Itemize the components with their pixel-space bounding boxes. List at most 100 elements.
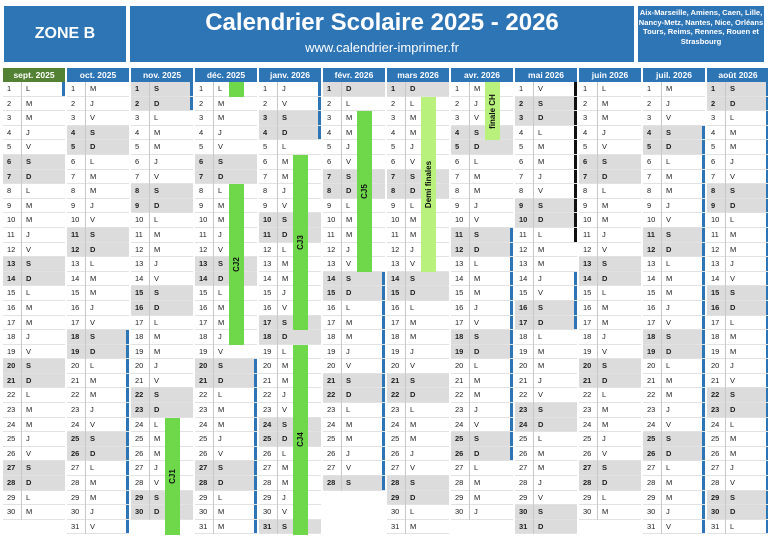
day-cell[interactable]: 24 V <box>67 417 129 433</box>
day-cell[interactable]: 26 D <box>451 446 513 462</box>
day-cell[interactable]: 26 M <box>515 446 577 462</box>
day-cell[interactable]: 20 L <box>67 359 129 374</box>
day-cell[interactable]: 23 L <box>323 403 385 418</box>
day-cell[interactable]: 18 S <box>67 330 129 345</box>
day-cell[interactable]: 16 M <box>579 300 641 316</box>
day-cell[interactable]: 26 D <box>643 446 705 462</box>
day-cell[interactable]: 22 D <box>387 388 449 404</box>
day-cell[interactable]: 10 M <box>579 213 641 228</box>
day-cell[interactable]: 21 D <box>3 373 65 389</box>
day-cell[interactable]: 16 S <box>515 300 577 316</box>
day-cell[interactable]: 28 S <box>323 476 385 491</box>
day-cell[interactable]: 29 J <box>259 490 321 506</box>
day-cell[interactable]: 26 D <box>67 446 129 462</box>
day-cell[interactable]: 22 S <box>707 388 768 404</box>
day-cell[interactable]: 21 V <box>707 373 768 389</box>
day-cell[interactable]: 12 J <box>387 242 449 258</box>
day-cell[interactable]: 29 L <box>579 490 641 506</box>
day-cell[interactable]: 14 V <box>131 271 193 287</box>
day-cell[interactable]: 28 J <box>515 476 577 491</box>
day-cell[interactable]: 16 L <box>323 300 385 316</box>
day-cell[interactable]: 25 M <box>707 432 768 447</box>
day-cell[interactable]: 25 S <box>67 432 129 447</box>
day-cell[interactable]: 13 J <box>131 257 193 272</box>
day-cell[interactable]: 26 J <box>387 446 449 462</box>
day-cell[interactable]: 20 J <box>707 359 768 374</box>
day-cell[interactable]: 18 S <box>643 330 705 345</box>
day-cell[interactable]: 12 D <box>67 242 129 258</box>
day-cell[interactable]: 15 S <box>131 286 193 301</box>
day-cell[interactable]: 26 M <box>131 446 193 462</box>
day-cell[interactable]: 30 D <box>707 505 768 520</box>
day-cell[interactable]: 14 D <box>195 271 257 287</box>
day-cell[interactable]: 28 D <box>195 476 257 491</box>
day-cell[interactable]: 10 M <box>195 213 257 228</box>
day-cell[interactable]: 30 J <box>67 505 129 520</box>
day-cell[interactable]: 27 L <box>643 461 705 477</box>
day-cell[interactable]: 21 J <box>515 373 577 389</box>
day-cell[interactable]: 21 M <box>259 373 321 389</box>
day-cell[interactable]: 27 J <box>707 461 768 477</box>
day-cell[interactable]: 24 L <box>707 417 768 433</box>
day-cell[interactable]: 10 M <box>387 213 449 228</box>
day-cell[interactable]: 28 M <box>67 476 129 491</box>
day-cell[interactable]: 19 M <box>131 344 193 360</box>
day-cell[interactable]: 15 V <box>515 286 577 301</box>
day-cell[interactable]: 10 D <box>515 213 577 228</box>
day-cell[interactable]: 27 J <box>131 461 193 477</box>
day-cell[interactable]: 14 S <box>387 271 449 287</box>
day-cell[interactable]: 29 V <box>515 490 577 506</box>
day-cell[interactable]: 26 V <box>579 446 641 462</box>
day-cell[interactable]: 10 V <box>643 213 705 228</box>
day-cell[interactable]: 13 S <box>195 257 257 272</box>
day-cell[interactable]: 15 J <box>259 286 321 301</box>
day-cell[interactable]: 12 L <box>259 242 321 258</box>
day-cell[interactable]: 11 J <box>579 227 641 243</box>
day-cell[interactable]: 13 V <box>323 257 385 272</box>
day-cell[interactable]: 30 S <box>515 505 577 520</box>
day-cell[interactable]: 25 J <box>195 432 257 447</box>
day-cell[interactable]: 27 S <box>3 461 65 477</box>
day-cell[interactable]: 17 M <box>579 315 641 331</box>
day-cell[interactable]: 31 V <box>67 519 129 535</box>
day-cell[interactable]: 23 D <box>131 403 193 418</box>
day-cell[interactable]: 31 D <box>515 519 577 535</box>
day-cell[interactable]: 12 M <box>515 242 577 258</box>
day-cell[interactable]: 18 S <box>451 330 513 345</box>
day-cell[interactable]: 24 M <box>579 417 641 433</box>
day-cell[interactable]: 28 M <box>259 476 321 491</box>
day-cell[interactable]: 22 L <box>579 388 641 404</box>
day-cell[interactable]: 28 M <box>643 476 705 491</box>
day-cell[interactable]: 20 S <box>3 359 65 374</box>
day-cell[interactable]: 11 M <box>707 227 768 243</box>
day-cell[interactable]: 25 M <box>387 432 449 447</box>
